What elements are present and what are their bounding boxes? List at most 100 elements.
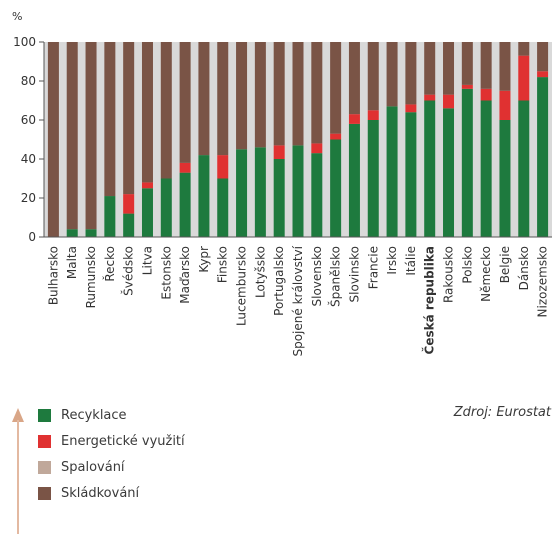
bar-segment [160, 178, 172, 237]
bar-segment [499, 120, 511, 237]
bar-segment [499, 42, 511, 91]
bar-segment [311, 143, 323, 154]
bar-segment [273, 42, 285, 146]
x-tick-label: Rakousko [442, 246, 456, 303]
x-tick-label: Spojené království [291, 245, 305, 356]
bar-segment [480, 100, 492, 237]
y-tick-label: 20 [21, 191, 36, 205]
x-tick-label: Lotyšsko [253, 246, 267, 298]
legend: Recyklace Energetické využití Spalování … [38, 402, 185, 506]
bar-segment [198, 42, 210, 156]
x-tick-label: Finsko [216, 246, 230, 283]
bar-segment [179, 42, 191, 163]
x-tick-label: Estonsko [159, 246, 173, 300]
legend-item-recyklace: Recyklace [38, 402, 185, 428]
x-tick-label: Německo [479, 246, 493, 302]
x-tick-label: Itálie [404, 246, 418, 276]
bar-segment [367, 42, 379, 111]
x-tick-label: Maďarsko [178, 246, 192, 304]
legend-item-spalovani: Spalování [38, 454, 185, 480]
bar-segment [198, 155, 210, 237]
bar-segment [424, 94, 436, 101]
x-tick-label: Slovensko [310, 246, 324, 307]
bar-segment [273, 145, 285, 159]
legend-swatch [38, 408, 51, 422]
x-tick-label: Nizozemsko [536, 246, 550, 317]
legend-swatch [38, 434, 51, 448]
x-tick-label: Francie [366, 246, 380, 289]
y-tick-label: 100 [13, 35, 36, 49]
x-tick-label: Lucembursko [235, 246, 249, 326]
bar-segment [386, 42, 398, 107]
bar-segment [499, 90, 511, 120]
arrow-up-icon [12, 408, 24, 422]
legend-item-skladkovani: Skládkování [38, 480, 185, 506]
x-tick-label: Rumunsko [84, 246, 98, 308]
x-tick-label: Bulharsko [46, 246, 60, 305]
bar-segment [104, 196, 116, 237]
x-tick-label: Řecko [102, 246, 117, 282]
bar-segment [330, 42, 342, 134]
bar-segment [424, 100, 436, 237]
bar-segment [330, 133, 342, 140]
y-tick-label: 60 [21, 113, 36, 127]
bar-segment [461, 42, 473, 85]
chart: % 0 20 40 60 80 100 Bulharsko Malta Rumunsko Řecko… [12, 10, 552, 357]
bar-segment [537, 42, 549, 72]
bar-segment [386, 106, 398, 237]
bar-segment [47, 42, 59, 237]
legend-swatch [38, 486, 51, 500]
bar-segment [141, 188, 153, 237]
bar-segment [217, 155, 229, 179]
x-tick-label: Belgie [498, 246, 512, 283]
bar-segment [141, 42, 153, 183]
bar-segment [123, 213, 135, 237]
bar-segment [85, 42, 97, 230]
bar-segment [367, 110, 379, 120]
bar-segment [537, 77, 549, 237]
x-tick-label: Slovinsko [347, 246, 361, 302]
bar-segment [348, 123, 360, 237]
arrow-line [17, 420, 19, 534]
bar-segment [537, 71, 549, 78]
legend-item-energeticke-vyuziti: Energetické využití [38, 428, 185, 454]
legend-label: Recyklace [61, 407, 127, 423]
bar-segment [480, 88, 492, 101]
x-tick-label: Švédsko [121, 246, 136, 296]
bar-segment [424, 42, 436, 95]
bar-segment [104, 42, 116, 197]
y-tick-label: 80 [21, 74, 36, 88]
bar-segment [66, 229, 78, 237]
bar-segment [236, 149, 248, 237]
bar-segment [443, 108, 455, 237]
bar-segment [123, 42, 135, 195]
x-tick-label: Polsko [460, 246, 474, 284]
y-tick-label: 0 [28, 230, 36, 244]
bar-segment [405, 112, 417, 237]
bar-segment [273, 159, 285, 237]
bar-segment [480, 42, 492, 89]
bar-segment [330, 139, 342, 237]
y-tick-label: 40 [21, 152, 36, 166]
bar-segment [217, 42, 229, 156]
x-tick-label: Irsko [385, 246, 399, 275]
bar-segment [405, 104, 417, 113]
bar-segment [160, 42, 172, 179]
bar-segment [254, 42, 266, 148]
bar-segment [123, 194, 135, 214]
bar-segment [348, 42, 360, 115]
bar-segment [141, 182, 153, 189]
legend-swatch [38, 460, 51, 474]
bar-segment [518, 100, 530, 237]
x-tick-label: Malta [65, 246, 79, 279]
x-tick-label: Portugalsko [272, 246, 286, 316]
bar-segment [311, 153, 323, 237]
x-tick-label: Kypr [197, 246, 211, 273]
bar-segment [292, 42, 304, 146]
bar-segment [348, 114, 360, 124]
bar-segment [236, 42, 248, 150]
legend-label: Energetické využití [61, 433, 185, 449]
legend-label: Skládkování [61, 485, 140, 501]
x-tick-label: Litva [140, 246, 154, 275]
bar-segment [85, 229, 97, 237]
